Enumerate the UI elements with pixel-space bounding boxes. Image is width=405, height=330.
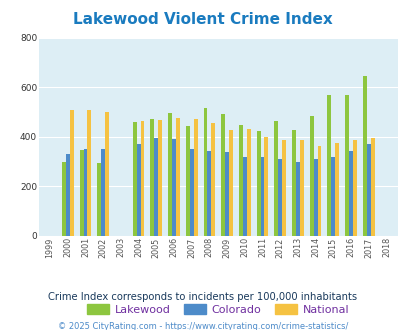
Bar	[172, 139, 175, 236]
Bar	[150, 119, 154, 236]
Bar	[309, 116, 313, 236]
Bar	[140, 121, 144, 236]
Bar	[185, 126, 189, 236]
Bar	[348, 150, 352, 236]
Text: © 2025 CityRating.com - https://www.cityrating.com/crime-statistics/: © 2025 CityRating.com - https://www.city…	[58, 322, 347, 330]
Bar	[313, 159, 317, 236]
Bar	[370, 138, 373, 236]
Bar	[274, 121, 277, 236]
Bar	[221, 114, 225, 236]
Bar	[189, 149, 193, 236]
Text: Crime Index corresponds to incidents per 100,000 inhabitants: Crime Index corresponds to incidents per…	[48, 292, 357, 302]
Bar	[299, 140, 303, 236]
Bar	[344, 95, 348, 236]
Bar	[225, 152, 228, 236]
Bar	[70, 110, 73, 236]
Bar	[132, 122, 136, 236]
Bar	[281, 140, 285, 236]
Bar	[317, 146, 321, 236]
Bar	[211, 123, 215, 236]
Bar	[136, 145, 140, 236]
Bar	[168, 113, 172, 236]
Bar	[366, 145, 370, 236]
Bar	[362, 76, 366, 236]
Bar	[246, 129, 250, 236]
Bar	[264, 137, 268, 236]
Bar	[62, 162, 66, 236]
Bar	[260, 157, 264, 236]
Bar	[239, 125, 242, 236]
Bar	[291, 130, 295, 236]
Bar	[66, 153, 70, 236]
Bar	[83, 149, 87, 236]
Bar	[277, 159, 281, 236]
Bar	[203, 109, 207, 236]
Bar	[97, 163, 101, 236]
Bar	[326, 95, 330, 236]
Bar	[256, 131, 260, 236]
Legend: Lakewood, Colorado, National: Lakewood, Colorado, National	[83, 301, 352, 318]
Bar	[207, 150, 211, 236]
Text: Lakewood Violent Crime Index: Lakewood Violent Crime Index	[73, 12, 332, 26]
Bar	[295, 162, 299, 236]
Bar	[175, 118, 179, 236]
Bar	[330, 157, 335, 236]
Bar	[154, 138, 158, 236]
Bar	[228, 130, 232, 236]
Bar	[193, 119, 197, 236]
Bar	[242, 157, 246, 236]
Bar	[352, 140, 356, 236]
Bar	[101, 149, 105, 236]
Bar	[335, 143, 338, 236]
Bar	[158, 120, 162, 236]
Bar	[105, 112, 109, 236]
Bar	[79, 150, 83, 236]
Bar	[87, 110, 91, 236]
